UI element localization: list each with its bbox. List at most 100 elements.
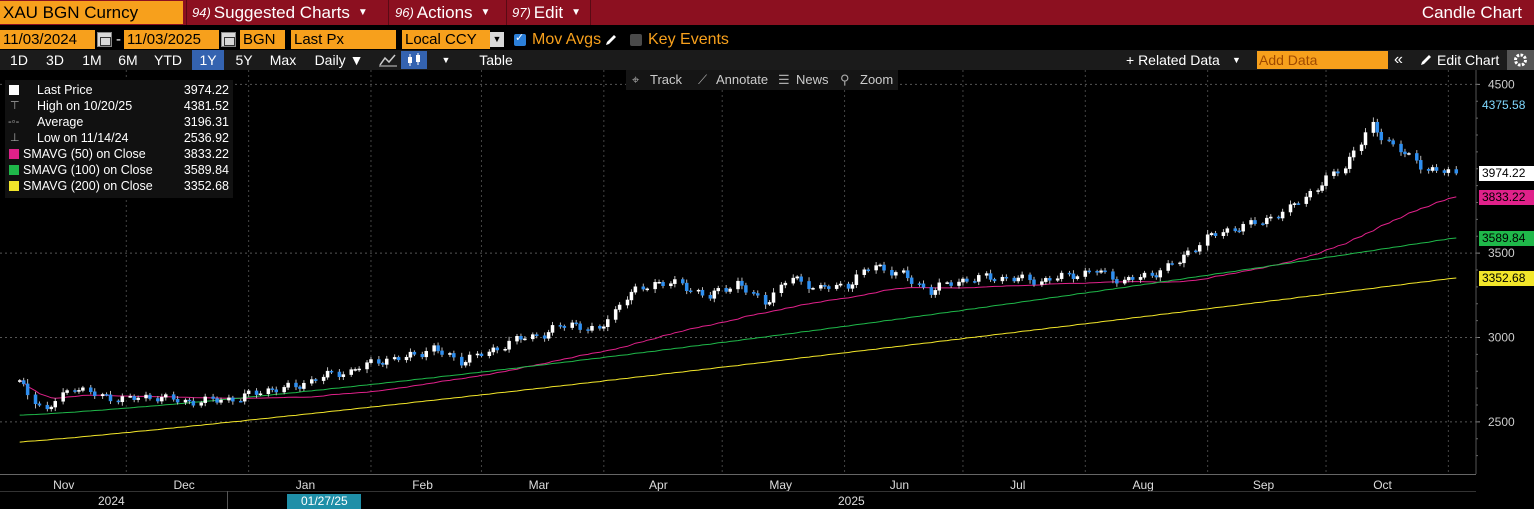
candle-up	[1249, 220, 1253, 225]
legend-row-high[interactable]: ⊤ High on 10/20/25 4381.52	[5, 98, 233, 114]
year-boundary	[227, 491, 228, 509]
month-label: Jan	[295, 478, 316, 492]
candle-down	[412, 351, 417, 355]
ticker-field[interactable]: XAU BGN Curncy	[0, 1, 183, 24]
candle-down	[680, 279, 685, 284]
candle-up	[1044, 278, 1048, 282]
zoom-button[interactable]: Zoom	[860, 72, 894, 87]
legend-value: 4381.52	[183, 99, 229, 113]
field-selector[interactable]: Last Px	[291, 30, 396, 49]
settings-button[interactable]	[1507, 50, 1534, 70]
candle-up	[625, 299, 630, 306]
calendar-icon[interactable]	[221, 32, 236, 47]
mov-avgs-checkbox[interactable]	[514, 31, 526, 46]
legend-row-smavg-100[interactable]: SMAVG (100) on Close 3589.84	[5, 162, 233, 178]
end-date-field[interactable]: 11/03/2025	[124, 30, 219, 49]
legend-label: SMAVG (200) on Close	[23, 179, 153, 193]
track-button[interactable]: Track	[650, 72, 683, 87]
legend-swatch	[9, 165, 19, 175]
key-events-label[interactable]: Key Events	[648, 31, 729, 48]
price-chart[interactable]: 2500 3000 3500 4500	[0, 70, 1534, 474]
legend-row-smavg-50[interactable]: SMAVG (50) on Close 3833.22	[5, 146, 233, 162]
mov-avgs-label[interactable]: Mov Avgs	[532, 31, 602, 48]
period-1y-button[interactable]: 1Y	[192, 50, 224, 70]
table-button[interactable]: Table	[479, 52, 513, 68]
chevron-down-icon[interactable]: ▼	[441, 55, 451, 65]
period-ytd-button[interactable]: YTD	[154, 52, 182, 68]
month-label: Nov	[53, 478, 75, 492]
candle-up	[1407, 153, 1411, 155]
candle-up	[550, 325, 555, 333]
candle-up	[183, 399, 188, 403]
candle-down	[156, 398, 160, 402]
key-events-checkbox[interactable]	[630, 34, 642, 46]
candle-up	[503, 349, 507, 351]
related-data-menu[interactable]: + Related Data	[1126, 52, 1220, 68]
candle-up	[1332, 171, 1336, 176]
legend-row-last-price[interactable]: Last Price 3974.22	[5, 82, 233, 98]
actions-menu[interactable]: 96) Actions ▼	[395, 0, 490, 25]
edit-menu[interactable]: 97) Edit ▼	[512, 0, 581, 25]
menu-label: Actions	[416, 3, 473, 22]
candle-up	[673, 279, 677, 284]
sma-200-line	[19, 277, 1457, 443]
candle-up	[728, 288, 732, 292]
candle-up	[894, 272, 898, 276]
pencil-icon[interactable]	[604, 33, 618, 47]
candle-up	[617, 304, 622, 310]
candle-down	[1391, 140, 1395, 145]
edit-chart-button[interactable]: Edit Chart	[1437, 52, 1500, 68]
candle-down	[274, 389, 279, 393]
period-5y-button[interactable]: 5Y	[235, 52, 253, 68]
collapse-button[interactable]: «	[1394, 51, 1403, 68]
calendar-icon[interactable]	[97, 32, 112, 47]
legend-row-average[interactable]: -◦- Average 3196.31	[5, 114, 233, 130]
period-1d-button[interactable]: 1D	[10, 52, 28, 68]
candle-down	[495, 347, 500, 351]
menu-number: 96)	[395, 5, 414, 20]
line-chart-icon[interactable]	[377, 52, 399, 68]
candle-up	[1280, 211, 1285, 219]
candle-chart-toggle[interactable]	[401, 51, 427, 69]
candle-up	[369, 359, 373, 363]
candle-down	[89, 387, 93, 392]
candle-up	[1083, 270, 1088, 277]
candle-down	[116, 400, 121, 403]
x-axis-line	[0, 474, 1476, 475]
candle-up	[507, 340, 511, 350]
candle-up	[49, 406, 54, 410]
period-1m-button[interactable]: 1M	[82, 52, 102, 68]
period-3d-button[interactable]: 3D	[46, 52, 64, 68]
chevron-down-icon[interactable]: ▼	[1232, 55, 1241, 65]
legend-row-smavg-200[interactable]: SMAVG (200) on Close 3352.68	[5, 178, 233, 194]
legend-row-low[interactable]: ⊥ Low on 11/14/24 2536.92	[5, 130, 233, 146]
candle-down	[187, 399, 192, 402]
candle-down	[175, 399, 180, 403]
candle-down	[1399, 143, 1403, 153]
suggested-charts-menu[interactable]: 94) Suggested Charts ▼	[192, 0, 368, 25]
candle-up	[321, 376, 326, 381]
month-label: May	[769, 478, 793, 492]
candle-up	[448, 353, 452, 355]
candle-up	[1059, 272, 1064, 279]
annotate-button[interactable]: Annotate	[716, 72, 769, 87]
frequency-dropdown[interactable]: Daily ▼	[314, 52, 364, 68]
candle-up	[606, 319, 610, 327]
chevron-down-icon: ▼	[357, 7, 368, 18]
menu-label: Edit	[533, 3, 564, 22]
month-label: Dec	[173, 478, 195, 492]
period-max-button[interactable]: Max	[269, 52, 297, 68]
candle-down	[215, 398, 219, 403]
start-date-field[interactable]: 11/03/2024	[0, 30, 95, 49]
add-data-input[interactable]: Add Data	[1257, 51, 1388, 69]
chevron-down-icon[interactable]: ▼	[490, 32, 504, 47]
period-6m-button[interactable]: 6M	[118, 52, 138, 68]
month-label: Mar	[528, 478, 550, 492]
currency-selector[interactable]: Local CCY	[402, 30, 490, 49]
candle-up	[1040, 281, 1044, 285]
candle-down	[1233, 228, 1238, 232]
legend-value: 3196.31	[183, 115, 229, 129]
legend-swatch	[9, 149, 19, 159]
source-field[interactable]: BGN	[240, 30, 285, 49]
news-button[interactable]: News	[796, 72, 829, 87]
